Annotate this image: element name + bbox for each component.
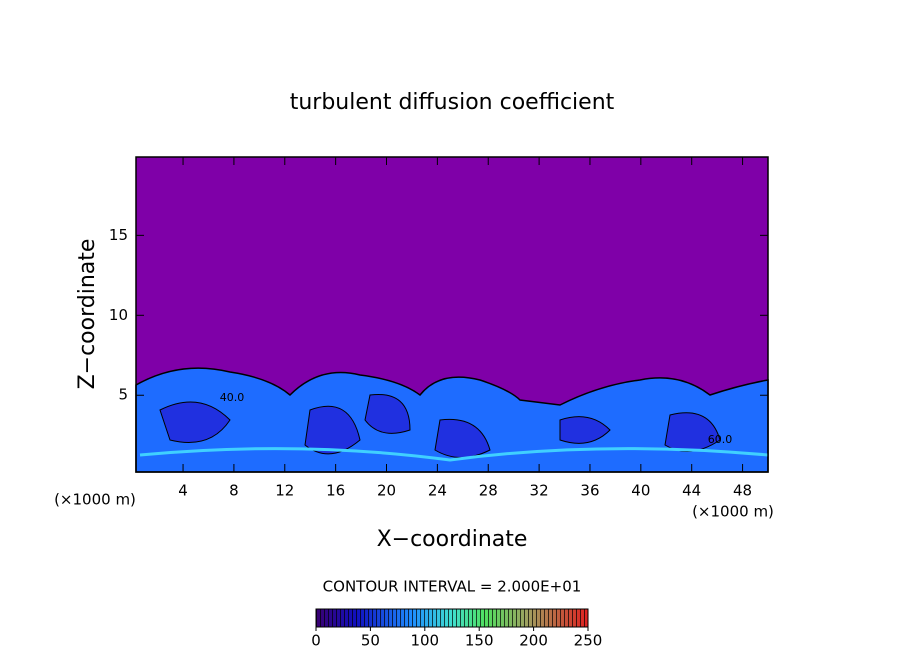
x-tick-label: 4 — [178, 482, 188, 500]
eddy — [159, 393, 721, 458]
contour-label: 40.0 — [220, 391, 245, 404]
y-tick-label: 15 — [109, 226, 128, 244]
colorbar-tick-label: 200 — [519, 632, 548, 650]
x-tick-label: 44 — [682, 482, 701, 500]
colorbar-tick-label: 50 — [361, 632, 380, 650]
x-tick-label: 28 — [479, 482, 498, 500]
contour-label: 60.0 — [708, 433, 733, 446]
colorbar-tick-label: 100 — [410, 632, 439, 650]
x-tick-label: 36 — [580, 482, 599, 500]
x-tick-label: 48 — [733, 482, 752, 500]
x-tick-label: 8 — [229, 482, 239, 500]
x-tick-label: 40 — [631, 482, 650, 500]
y-axis-label: Z−coordinate — [75, 239, 100, 390]
colorbar-frame — [315, 608, 589, 628]
contour-interval: CONTOUR INTERVAL = 2.000E+01 — [323, 578, 582, 596]
plot-frame — [135, 156, 769, 473]
x-tick-label: 32 — [530, 482, 549, 500]
y-unit: (×1000 m) — [692, 503, 774, 521]
y-tick-label: 10 — [109, 306, 128, 324]
x-axis-label: X−coordinate — [377, 527, 528, 552]
colorbar-tick-label: 0 — [311, 632, 321, 650]
streak — [139, 447, 769, 462]
y-tick-label: 5 — [118, 386, 128, 404]
colorbar-levels — [316, 609, 588, 627]
x-unit: (×1000 m) — [54, 491, 136, 509]
x-tick-label: 20 — [377, 482, 396, 500]
chart-title: turbulent diffusion coefficient — [290, 90, 615, 115]
x-tick-label: 12 — [275, 482, 294, 500]
x-tick-label: 24 — [428, 482, 447, 500]
colorbar-tick-label: 150 — [465, 632, 494, 650]
colorbar-tick-label: 250 — [574, 632, 603, 650]
x-tick-label: 16 — [326, 482, 345, 500]
